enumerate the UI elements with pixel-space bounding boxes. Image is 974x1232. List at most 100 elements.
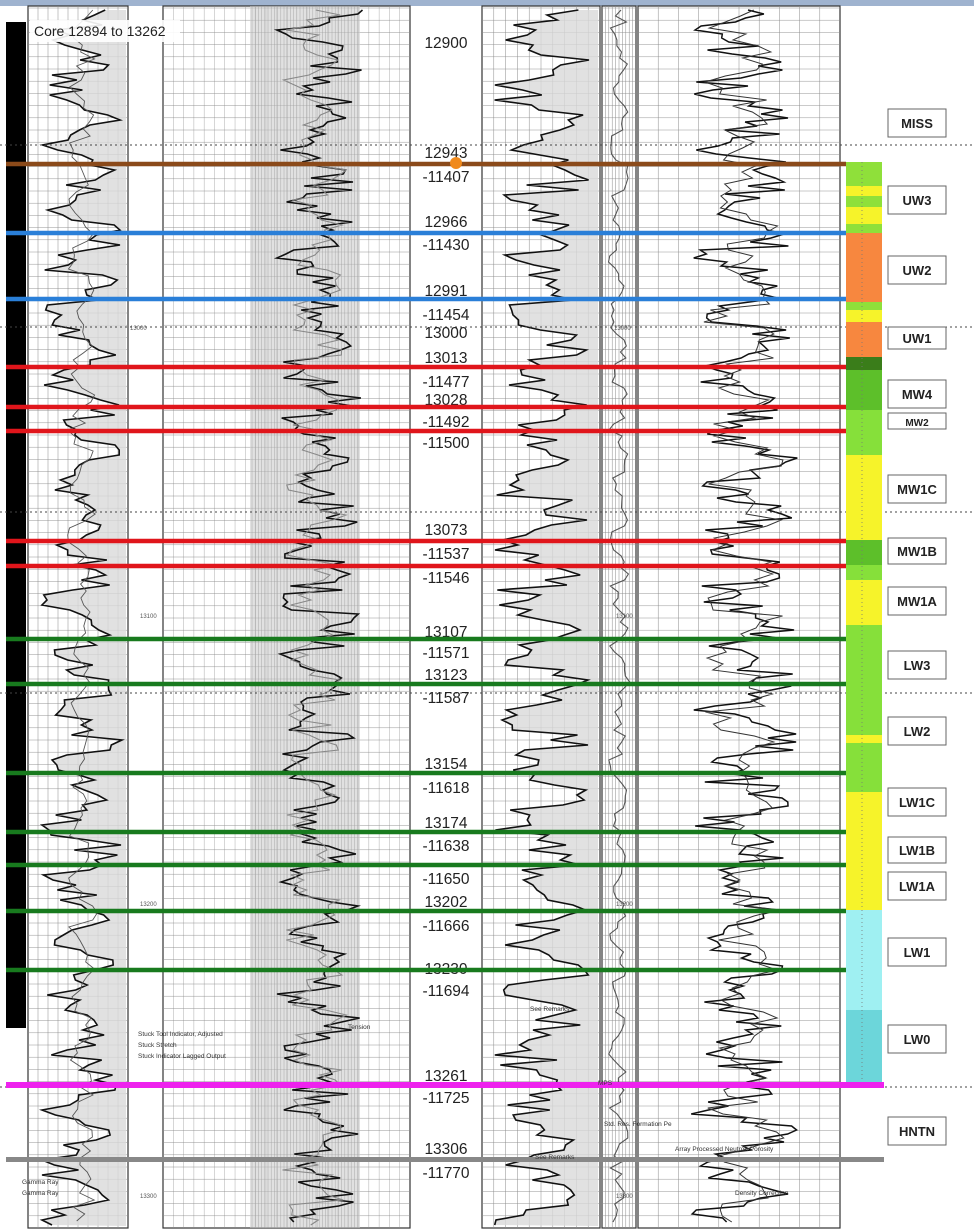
zone-label: HNTN [899,1124,935,1139]
facies-block [846,322,882,357]
zone-label: MISS [901,116,933,131]
depth-label: -11537 [422,546,469,563]
depth-label: 13123 [424,667,467,684]
zone-box [887,836,947,864]
track-annotation: Gamma Ray [22,1179,59,1186]
zone-box [887,937,947,967]
track-depth-tick: 13200 [140,902,157,908]
top-border [0,0,974,6]
shallow-resistivity-curve [281,9,348,1226]
depth-label: 12966 [424,214,467,231]
facies-block [846,370,882,410]
facies-block [846,196,882,207]
gamma-ray-curve-2-fill [494,10,598,1226]
track-annotation: Array Processed Neutron Porosity [675,1146,774,1153]
zone-box [887,185,947,215]
facies-block [846,207,882,224]
depth-label: -11546 [422,570,469,587]
zone-label: LW1C [899,795,936,810]
track-annotation: Density Correction [735,1190,789,1197]
depth-label: 13000 [424,325,467,342]
depth-label: -11492 [422,414,469,431]
zone-box [887,586,947,616]
zone-label: UW2 [903,263,932,278]
depth-label: -11725 [422,1090,469,1107]
track-annotation: Stuck Stretch [138,1042,177,1049]
depth-label: -11500 [422,435,469,452]
depth-label: -11638 [422,838,469,855]
log-frame [0,0,974,6]
zone-box [887,650,947,680]
depth-label: 13174 [424,815,467,832]
zone-label: LW1B [899,843,935,858]
neutron-porosity-curve [690,9,799,1223]
facies-block [846,410,882,455]
facies-block [846,1010,882,1085]
depth-label: -11666 [422,918,469,935]
zone-labels [887,108,947,1146]
zone-label: UW3 [903,193,932,208]
depth-label: 12900 [424,35,467,52]
zone-box [887,716,947,746]
zone-label: MW1B [897,544,937,559]
track-annotation: Gamma Ray [22,1190,59,1197]
zone-label: MW2 [905,418,929,429]
zone-label: LW1 [904,945,931,960]
sp-curve [66,9,98,1222]
depth-label: -11477 [422,374,469,391]
depth-label: -11571 [422,645,469,662]
track-depth-tick: 13000 [130,326,147,332]
facies-block [846,233,882,302]
depth-label: -11407 [422,169,469,186]
core-bar [6,22,26,1028]
zone-box [887,326,947,350]
facies-block [846,580,882,625]
zone-box [887,379,947,409]
track-annotation: Stuck Indicator Lagged Output [138,1053,226,1060]
facies-block [846,186,882,196]
zone-box [887,412,947,430]
zone-label: LW0 [904,1032,931,1047]
facies-block [846,565,882,580]
zone-box [887,255,947,285]
depth-label: 12991 [424,283,467,300]
track-depth-tick: 13000 [614,326,631,332]
zone-label: MW1A [897,594,937,609]
facies-block [846,910,882,1010]
log-curves [38,9,799,1226]
zone-label: MW1C [897,482,937,497]
track-annotation: See Remarks [530,1006,570,1013]
formation-boundaries [6,161,884,1088]
facies-block [846,310,882,322]
depth-label: 13306 [424,1141,467,1158]
depth-label: -11618 [422,780,469,797]
density-curve [703,9,785,1223]
depth-label: -11694 [422,983,469,1000]
zone-label: LW2 [904,724,931,739]
facies-block [846,540,882,565]
depth-label: 13013 [424,350,467,367]
depth-label: 13073 [424,522,467,539]
track-depth-tick: 13100 [140,614,157,620]
gamma-ray-curve-fill [42,10,126,1226]
top-marker-dot [450,157,462,169]
deep-resistivity-curve [273,9,364,1223]
zone-box [887,1024,947,1054]
zone-label: UW1 [903,331,932,346]
depth-label: 12943 [424,145,467,162]
facies-block [846,735,882,743]
facies-block [846,625,882,735]
facies-block [846,455,882,540]
depth-label: -11770 [422,1165,469,1182]
track-annotation: Std. Res. Formation Pe [604,1121,672,1128]
zone-box [887,537,947,565]
zone-box [887,474,947,504]
track-depth-tick: 13200 [616,902,633,908]
zone-box [887,1116,947,1146]
zone-label: LW3 [904,658,931,673]
facies-block [846,357,882,370]
track-annotation: See Remarks [535,1154,575,1161]
depth-label: 13154 [424,756,467,773]
track-depth-tick: 13300 [140,1194,157,1200]
